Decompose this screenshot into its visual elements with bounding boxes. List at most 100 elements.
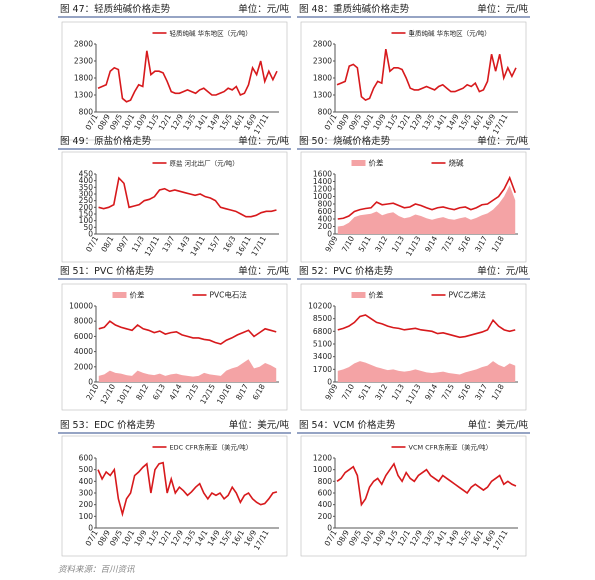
y-tick-label: 4000 [74, 347, 93, 356]
legend-label: 原盐 河北出厂（元/吨） [170, 159, 239, 168]
chart-frame [61, 283, 288, 411]
figure-unit: 单位：美元/吨 [468, 419, 529, 431]
legend-label: 烧碱 [449, 158, 464, 168]
spread-area [98, 359, 277, 382]
y-tick-label: 300 [79, 190, 94, 199]
figure-caption: 图 47：轻质纯碱价格走势 [60, 3, 171, 15]
y-tick-label: 800 [318, 108, 333, 117]
y-tick-label: 800 [318, 477, 333, 486]
y-tick-label: 1800 [313, 74, 332, 83]
figure-caption: 图 53：EDC 价格走势 [60, 419, 156, 431]
y-tick-label: 50 [83, 223, 93, 232]
legend-label: 价差 [369, 290, 384, 300]
legend-label: 价差 [130, 290, 145, 300]
y-tick-label: 800 [79, 108, 94, 117]
price-line [98, 176, 277, 218]
price-line [337, 175, 516, 220]
price-line [336, 48, 517, 102]
y-tick-label: 400 [318, 215, 333, 224]
y-tick-label: 600 [79, 454, 94, 463]
y-tick-label: 100 [79, 512, 94, 521]
figure-caption: 图 50：烧碱价格走势 [299, 135, 391, 147]
figure-caption: 图 49：原盐价格走势 [60, 135, 152, 147]
y-tick-label: 1800 [74, 74, 93, 83]
y-tick-label: 6000 [74, 332, 93, 341]
price-line [97, 50, 278, 103]
figure-caption: 图 51：PVC 价格走势 [60, 265, 154, 277]
y-tick-label: 450 [79, 170, 94, 179]
y-tick-label: 8500 [313, 314, 332, 323]
figure-unit: 单位：元/吨 [477, 135, 528, 147]
source-note: 资料来源：百川资讯 [58, 564, 135, 575]
figure-caption: 图 54：VCM 价格走势 [299, 419, 396, 431]
y-tick-label: 10200 [308, 302, 332, 311]
figure-unit: 单位：美元/吨 [229, 419, 290, 431]
y-tick-label: 1300 [74, 91, 93, 100]
price-line [336, 462, 517, 507]
y-tick-label: 200 [79, 500, 94, 509]
price-line [97, 461, 278, 518]
y-tick-label: 0 [327, 378, 332, 387]
legend-swatch [351, 160, 366, 166]
y-tick-label: 1700 [313, 365, 332, 374]
y-tick-label: 2300 [74, 57, 93, 66]
chart-frame [300, 435, 527, 557]
chart-frame [300, 151, 527, 263]
legend-label: EDC CFR东南亚（美元/吨） [170, 443, 253, 452]
chart-frame [61, 435, 288, 557]
y-tick-label: 600 [318, 489, 333, 498]
legend-swatch [112, 292, 127, 298]
y-tick-label: 1000 [313, 192, 332, 201]
y-tick-label: 250 [79, 196, 94, 205]
figure-caption: 图 52：PVC 价格走势 [299, 265, 393, 277]
price-line [98, 320, 277, 345]
y-tick-label: 1200 [313, 185, 332, 194]
y-tick-label: 1300 [313, 91, 332, 100]
y-tick-label: 600 [318, 207, 333, 216]
y-tick-label: 100 [79, 216, 94, 225]
y-tick-label: 200 [318, 512, 333, 521]
y-tick-label: 3400 [313, 352, 332, 361]
y-tick-label: 2800 [313, 40, 332, 49]
y-tick-label: 300 [79, 489, 94, 498]
y-tick-label: 150 [79, 210, 94, 219]
chart-frame [300, 21, 527, 141]
legend-label: 价差 [369, 158, 384, 168]
legend-label: PVC电石法 [210, 290, 248, 300]
y-tick-label: 1400 [313, 177, 332, 186]
figure-unit: 单位：元/吨 [477, 3, 528, 15]
y-tick-label: 0 [327, 230, 332, 239]
y-tick-label: 1000 [313, 465, 332, 474]
y-tick-label: 6800 [313, 327, 332, 336]
chart-frame [300, 283, 527, 411]
y-tick-label: 0 [88, 378, 93, 387]
y-tick-label: 500 [79, 465, 94, 474]
y-tick-label: 2300 [313, 57, 332, 66]
y-tick-label: 400 [79, 477, 94, 486]
figure-unit: 单位：元/吨 [238, 3, 289, 15]
figure-unit: 单位：元/吨 [477, 265, 528, 277]
y-tick-label: 2800 [74, 40, 93, 49]
legend-label: VCM CFR东南亚（美元/吨） [409, 443, 493, 452]
y-tick-label: 8000 [74, 317, 93, 326]
y-tick-label: 350 [79, 183, 94, 192]
y-tick-label: 10000 [69, 302, 93, 311]
legend-label: 轻质纯碱 华东地区（元/吨） [170, 29, 252, 38]
y-tick-label: 2000 [74, 362, 93, 371]
legend-swatch [351, 292, 366, 298]
legend-label: 重质纯碱 华东地区（元/吨） [409, 29, 491, 38]
spread-area [337, 361, 516, 382]
y-tick-label: 5100 [313, 340, 332, 349]
spread-area [337, 185, 516, 234]
figure-caption: 图 48：重质纯碱价格走势 [299, 3, 410, 15]
y-tick-label: 0 [88, 524, 93, 533]
price-line [337, 314, 516, 339]
figure-unit: 单位：元/吨 [238, 265, 289, 277]
y-tick-label: 1600 [313, 170, 332, 179]
y-tick-label: 0 [88, 230, 93, 239]
y-tick-label: 200 [318, 222, 333, 231]
y-tick-label: 200 [79, 203, 94, 212]
y-tick-label: 400 [79, 176, 94, 185]
y-tick-label: 800 [318, 200, 333, 209]
